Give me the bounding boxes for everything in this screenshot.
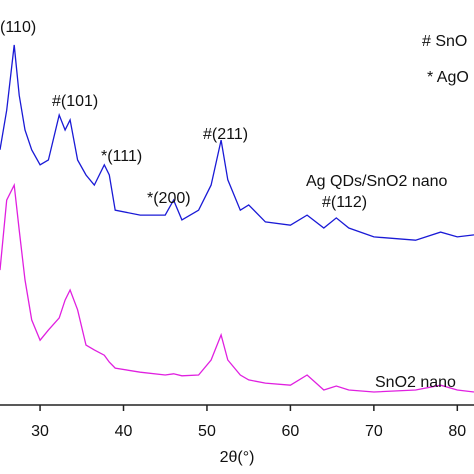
data-line	[0, 182, 474, 393]
peak-label: *(200)	[147, 190, 191, 207]
x-tick-label: 60	[282, 423, 300, 440]
peak-label: #(101)	[52, 93, 98, 110]
legend-entry: # SnO	[422, 33, 467, 50]
x-tick-label: 80	[448, 423, 466, 440]
legend-entry: * AgO	[427, 69, 469, 86]
x-tick-label: 40	[115, 423, 133, 440]
x-axis-label: 2θ(°)	[220, 449, 255, 466]
peak-label: (110)	[0, 19, 36, 36]
data-line	[0, 44, 474, 241]
x-tick-label: 30	[31, 423, 49, 440]
peak-label: *(111)	[101, 148, 142, 165]
peak-label: #(112)	[322, 194, 367, 211]
plot-area	[0, 44, 474, 393]
x-tick-label: 50	[198, 423, 216, 440]
x-tick-label: 70	[365, 423, 383, 440]
series-label: Ag QDs/SnO2 nano	[306, 173, 448, 190]
series-label: SnO2 nano	[375, 374, 456, 391]
peak-label: #(211)	[203, 126, 248, 143]
